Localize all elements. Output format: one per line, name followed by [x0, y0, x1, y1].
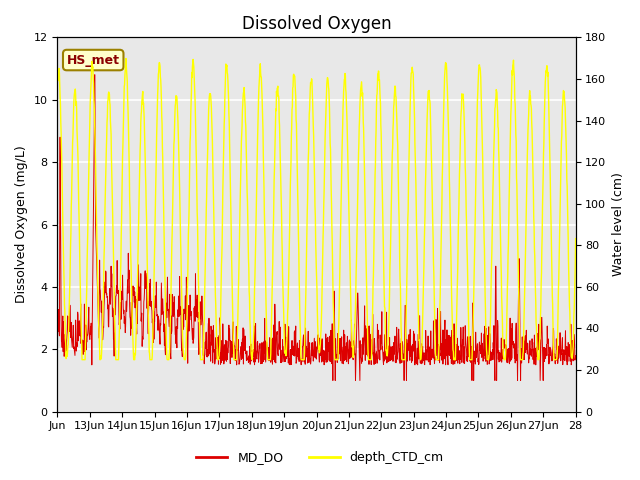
Y-axis label: Water level (cm): Water level (cm) — [612, 173, 625, 276]
Legend: MD_DO, depth_CTD_cm: MD_DO, depth_CTD_cm — [191, 446, 449, 469]
Title: Dissolved Oxygen: Dissolved Oxygen — [242, 15, 391, 33]
Y-axis label: Dissolved Oxygen (mg/L): Dissolved Oxygen (mg/L) — [15, 145, 28, 303]
Text: HS_met: HS_met — [67, 54, 120, 67]
